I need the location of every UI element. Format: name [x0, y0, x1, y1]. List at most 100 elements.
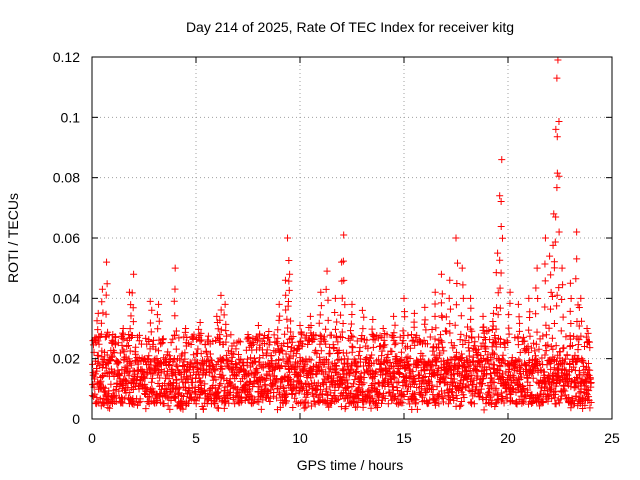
data-point	[540, 368, 548, 376]
data-point	[115, 358, 123, 366]
data-point	[204, 336, 212, 344]
data-point	[386, 359, 394, 367]
data-point	[544, 341, 552, 349]
data-point	[142, 334, 150, 342]
data-point	[419, 352, 427, 360]
peak-point	[559, 313, 567, 321]
data-point	[528, 400, 536, 408]
data-point	[487, 393, 495, 401]
data-point	[160, 400, 168, 408]
data-point	[316, 353, 324, 361]
data-point	[136, 395, 144, 403]
peak-point	[497, 198, 505, 206]
peak-point	[99, 309, 107, 317]
data-point	[165, 352, 173, 360]
data-point	[166, 361, 174, 369]
peak-point	[276, 312, 284, 320]
peak-point	[102, 310, 110, 318]
data-point	[369, 343, 377, 351]
peak-point	[331, 325, 339, 333]
peak-point	[195, 325, 203, 333]
peak-point	[307, 334, 315, 342]
data-point	[396, 370, 404, 378]
data-point	[439, 398, 447, 406]
data-point	[406, 344, 414, 352]
data-point	[220, 375, 228, 383]
data-point	[159, 335, 167, 343]
peak-point	[534, 295, 542, 303]
data-point	[521, 337, 529, 345]
peak-point	[446, 276, 454, 284]
peak-point	[479, 339, 487, 347]
peak-point	[296, 338, 304, 346]
data-point	[564, 371, 572, 379]
peak-point	[108, 339, 116, 347]
peak-point	[459, 281, 467, 289]
data-point	[253, 365, 261, 373]
data-point	[367, 404, 375, 412]
data-point	[246, 377, 254, 385]
data-point	[499, 351, 507, 359]
data-point	[408, 331, 416, 339]
data-point	[215, 381, 223, 389]
data-point	[384, 350, 392, 358]
peak-point	[514, 334, 522, 342]
peak-point	[506, 299, 514, 307]
peak-point	[331, 294, 339, 302]
peak-point	[322, 325, 330, 333]
data-point	[282, 389, 290, 397]
data-point	[300, 362, 308, 370]
data-point	[391, 341, 399, 349]
peak-point	[331, 309, 339, 317]
data-point	[413, 405, 421, 413]
data-point	[357, 369, 365, 377]
data-point	[428, 361, 436, 369]
y-tick-label: 0.06	[53, 230, 80, 246]
data-point	[354, 363, 362, 371]
data-point	[562, 333, 570, 341]
data-points	[88, 56, 595, 414]
peak-point	[337, 311, 345, 319]
peak-point	[109, 331, 117, 339]
data-point	[285, 376, 293, 384]
data-point	[539, 398, 547, 406]
data-point	[261, 380, 269, 388]
peak-point	[548, 292, 556, 300]
data-point	[223, 383, 231, 391]
data-point	[288, 338, 296, 346]
data-point	[531, 352, 539, 360]
data-point	[325, 403, 333, 411]
data-point	[384, 400, 392, 408]
peak-point	[217, 306, 225, 314]
peak-point	[216, 316, 224, 324]
data-point	[498, 355, 506, 363]
peak-point	[547, 305, 555, 313]
peak-point	[217, 326, 225, 334]
peak-point	[553, 291, 561, 299]
data-point	[524, 342, 532, 350]
data-point	[164, 348, 172, 356]
peak-point	[525, 294, 533, 302]
data-point	[555, 361, 563, 369]
data-point	[244, 355, 252, 363]
data-point	[218, 365, 226, 373]
data-point	[204, 332, 212, 340]
peak-point	[369, 335, 377, 343]
peak-point	[541, 260, 549, 268]
peak-point	[453, 280, 461, 288]
peak-point	[281, 330, 289, 338]
peak-point	[516, 319, 524, 327]
data-point	[226, 388, 234, 396]
data-point	[514, 341, 522, 349]
data-point	[197, 350, 205, 358]
peak-point	[305, 323, 313, 331]
peak-point	[154, 325, 162, 333]
data-point	[580, 369, 588, 377]
data-point	[350, 380, 358, 388]
data-point	[496, 361, 504, 369]
peak-point	[316, 311, 324, 319]
data-point	[249, 399, 257, 407]
peak-point	[381, 329, 389, 337]
data-point	[576, 371, 584, 379]
data-point	[260, 334, 268, 342]
